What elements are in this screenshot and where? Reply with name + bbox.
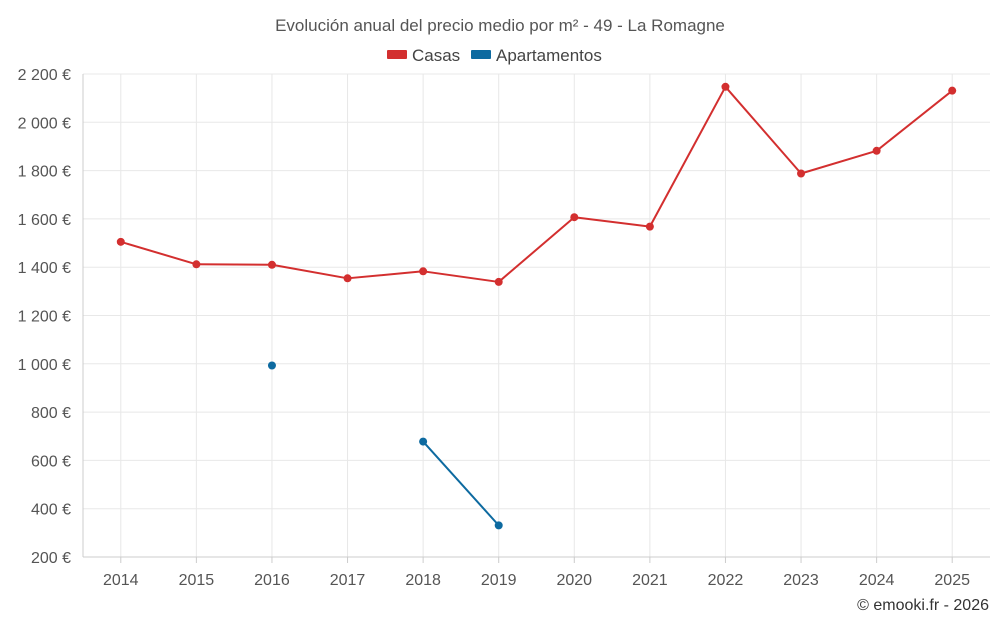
x-tick-label: 2021 xyxy=(632,572,668,589)
y-tick-label: 1 600 € xyxy=(18,212,71,229)
grid xyxy=(83,74,990,557)
y-tick-label: 1 800 € xyxy=(18,164,71,181)
data-point-casas[interactable] xyxy=(268,261,276,269)
data-point-casas[interactable] xyxy=(344,274,352,282)
x-tick-label: 2014 xyxy=(103,572,139,589)
y-tick-label: 1 400 € xyxy=(18,260,71,277)
data-point-casas[interactable] xyxy=(797,169,805,177)
y-tick-label: 2 000 € xyxy=(18,115,71,132)
data-point-casas[interactable] xyxy=(721,83,729,91)
y-tick-label: 600 € xyxy=(31,453,71,470)
y-tick-label: 1 200 € xyxy=(18,309,71,326)
series-line-segment-casas xyxy=(725,87,801,174)
series xyxy=(117,83,956,530)
axes: 200 € 400 € 600 € 800 € 1 000 € 1 200 € 1 400 … xyxy=(18,67,990,589)
legend-swatch-casas xyxy=(387,50,407,59)
series-line-segment-casas xyxy=(423,271,499,282)
series-apartamentos xyxy=(268,361,503,529)
legend-label-casas: Casas xyxy=(412,46,460,65)
x-tick-label: 2024 xyxy=(859,572,895,589)
legend-label-apartamentos: Apartamentos xyxy=(496,46,602,65)
series-line-segment-casas xyxy=(650,87,726,227)
series-line-segment-apartamentos xyxy=(423,442,499,526)
data-point-casas[interactable] xyxy=(570,213,578,221)
y-tick-label: 200 € xyxy=(31,550,71,567)
x-tick-label: 2020 xyxy=(556,572,592,589)
series-line-segment-casas xyxy=(499,217,575,282)
x-tick-label: 2015 xyxy=(179,572,215,589)
data-point-casas[interactable] xyxy=(192,260,200,268)
data-point-apartamentos[interactable] xyxy=(495,521,503,529)
data-point-casas[interactable] xyxy=(948,87,956,95)
x-tick-label: 2019 xyxy=(481,572,517,589)
legend-item-casas[interactable]: Casas xyxy=(387,46,460,65)
x-tick-label: 2017 xyxy=(330,572,366,589)
series-line-segment-casas xyxy=(801,151,877,174)
data-point-casas[interactable] xyxy=(495,278,503,286)
data-point-apartamentos[interactable] xyxy=(419,438,427,446)
data-point-casas[interactable] xyxy=(873,147,881,155)
x-tick-label: 2023 xyxy=(783,572,819,589)
y-tick-label: 1 000 € xyxy=(18,357,71,374)
series-line-segment-casas xyxy=(121,242,197,264)
data-point-casas[interactable] xyxy=(419,267,427,275)
y-tick-label: 400 € xyxy=(31,502,71,519)
chart-title: Evolución anual del precio medio por m² … xyxy=(275,16,725,35)
legend-item-apartamentos[interactable]: Apartamentos xyxy=(471,46,602,65)
x-tick-label: 2022 xyxy=(708,572,744,589)
series-line-segment-casas xyxy=(348,271,424,278)
data-point-casas[interactable] xyxy=(117,238,125,246)
legend: Casas Apartamentos xyxy=(387,46,602,65)
data-point-apartamentos[interactable] xyxy=(268,361,276,369)
x-tick-label: 2025 xyxy=(934,572,970,589)
series-casas xyxy=(117,83,956,286)
data-point-casas[interactable] xyxy=(646,223,654,231)
y-tick-label: 2 200 € xyxy=(18,67,71,84)
y-tick-label: 800 € xyxy=(31,405,71,422)
x-tick-label: 2016 xyxy=(254,572,290,589)
legend-swatch-apartamentos xyxy=(471,50,491,59)
credit-text: © emooki.fr - 2026 xyxy=(857,597,989,614)
series-line-segment-casas xyxy=(877,91,953,151)
x-tick-label: 2018 xyxy=(405,572,441,589)
